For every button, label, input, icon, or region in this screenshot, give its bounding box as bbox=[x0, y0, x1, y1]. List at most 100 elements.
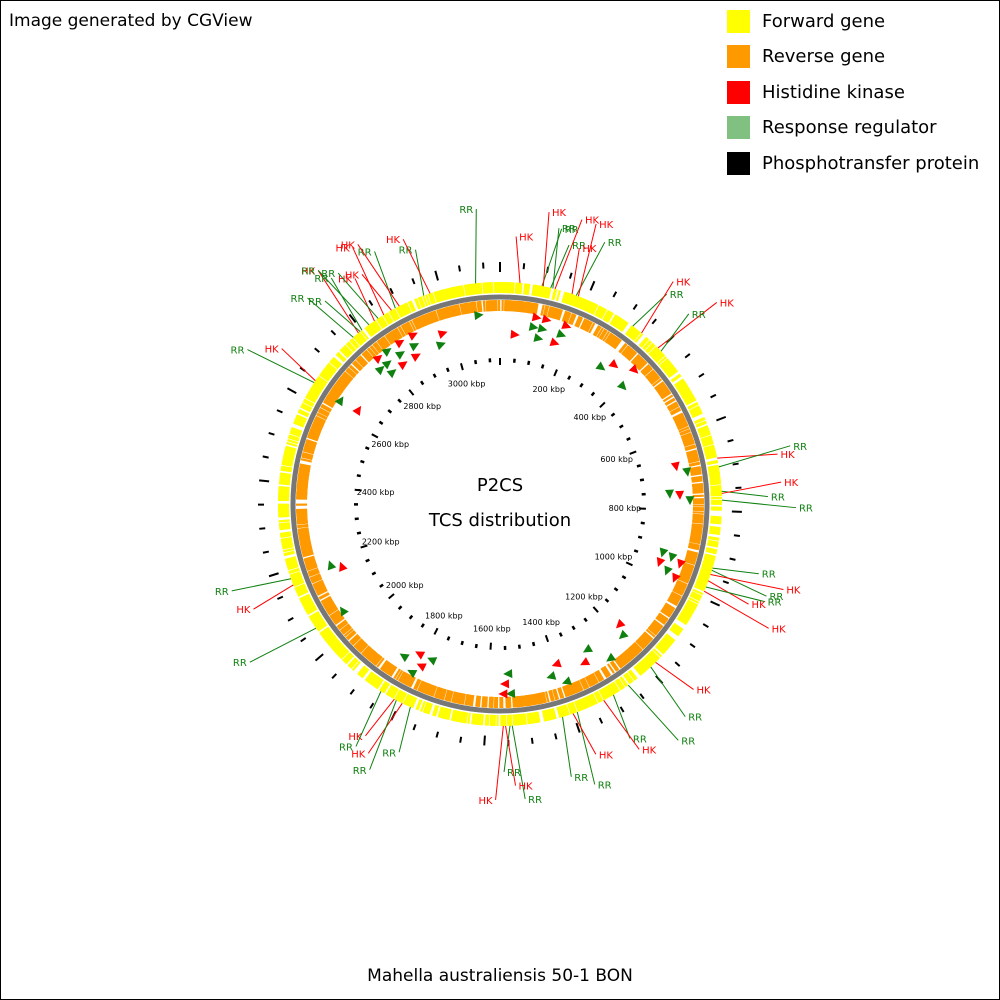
forward-gene bbox=[291, 426, 303, 433]
reverse-gene bbox=[576, 316, 584, 328]
reverse-gene bbox=[314, 585, 326, 592]
reverse-gene bbox=[388, 665, 397, 677]
reverse-gene bbox=[660, 609, 671, 618]
reverse-gene bbox=[304, 560, 317, 566]
leader-line bbox=[660, 313, 690, 352]
reverse-gene bbox=[669, 406, 681, 415]
reverse-gene bbox=[611, 660, 620, 671]
forward-gene bbox=[364, 671, 374, 682]
forward-gene bbox=[278, 512, 290, 516]
forward-gene bbox=[469, 283, 474, 295]
reverse-gene bbox=[692, 517, 704, 522]
reverse-gene bbox=[628, 351, 638, 362]
axis-tick bbox=[378, 420, 384, 425]
leader-line bbox=[369, 700, 397, 770]
reverse-gene bbox=[296, 517, 308, 521]
leader-line bbox=[541, 228, 563, 287]
tcs-marker bbox=[556, 329, 567, 338]
forward-gene bbox=[436, 290, 442, 302]
reverse-gene bbox=[652, 378, 663, 387]
reverse-gene bbox=[321, 403, 332, 412]
reverse-gene bbox=[686, 451, 698, 457]
forward-gene bbox=[591, 304, 599, 315]
forward-gene bbox=[292, 578, 304, 585]
rr-label: RR bbox=[301, 266, 315, 277]
forward-gene bbox=[323, 367, 334, 376]
forward-gene bbox=[556, 706, 562, 718]
outer-tick bbox=[483, 735, 486, 746]
reverse-gene bbox=[484, 696, 488, 708]
axis-tick bbox=[397, 398, 402, 404]
forward-gene bbox=[633, 666, 643, 676]
reverse-gene bbox=[596, 327, 604, 338]
reverse-gene bbox=[356, 640, 366, 651]
forward-gene bbox=[644, 342, 655, 353]
forward-gene bbox=[368, 324, 377, 335]
reverse-gene bbox=[548, 690, 554, 702]
reverse-gene bbox=[610, 337, 619, 348]
outer-tick bbox=[575, 722, 581, 733]
forward-gene bbox=[288, 567, 300, 574]
forward-gene bbox=[301, 597, 313, 605]
forward-gene bbox=[655, 353, 666, 363]
outer-tick bbox=[619, 706, 625, 713]
forward-gene bbox=[471, 713, 475, 725]
reverse-gene bbox=[555, 308, 562, 320]
legend-item-response-regulator: Response regulator bbox=[727, 116, 979, 140]
reverse-gene bbox=[415, 317, 422, 329]
reverse-gene bbox=[688, 458, 700, 464]
forward-gene bbox=[314, 380, 325, 388]
rr-label: RR bbox=[608, 238, 622, 249]
reverse-gene bbox=[678, 426, 690, 433]
kbp-label: 1200 kbp bbox=[565, 593, 603, 602]
forward-gene bbox=[349, 339, 359, 350]
forward-gene bbox=[659, 359, 670, 368]
forward-gene bbox=[484, 714, 488, 726]
tcs-marker bbox=[372, 354, 383, 364]
forward-gene bbox=[474, 713, 479, 725]
forward-gene bbox=[450, 709, 456, 721]
forward-gene bbox=[602, 687, 611, 698]
rr-label: RR bbox=[358, 247, 372, 258]
axis-tick bbox=[639, 478, 645, 482]
forward-gene bbox=[677, 615, 689, 624]
reverse-gene bbox=[617, 655, 626, 666]
rr-label: RR bbox=[459, 205, 473, 216]
reverse-gene bbox=[557, 309, 564, 321]
hk-label: HK bbox=[519, 232, 534, 243]
forward-gene bbox=[705, 455, 718, 460]
forward-gene bbox=[382, 682, 391, 694]
tcs-marker bbox=[498, 689, 508, 699]
tcs-marker bbox=[334, 396, 344, 407]
reverse-gene bbox=[321, 597, 333, 605]
reverse-gene bbox=[635, 640, 645, 650]
reverse-gene bbox=[590, 673, 598, 685]
reverse-gene bbox=[338, 621, 349, 630]
reverse-gene bbox=[553, 688, 560, 700]
forward-gene bbox=[451, 286, 456, 299]
reverse-gene bbox=[618, 654, 628, 665]
reverse-gene bbox=[479, 300, 483, 313]
reverse-gene bbox=[684, 559, 696, 566]
reverse-gene bbox=[624, 649, 634, 660]
outer-tick bbox=[530, 737, 534, 744]
reverse-gene bbox=[323, 400, 334, 409]
reverse-gene bbox=[414, 679, 422, 691]
forward-gene bbox=[328, 637, 339, 647]
rr-label: RR bbox=[670, 290, 684, 301]
axis-tick bbox=[599, 401, 606, 409]
forward-gene bbox=[394, 689, 402, 701]
reverse-gene bbox=[642, 632, 653, 642]
axis-tick bbox=[517, 644, 521, 649]
reverse-gene bbox=[310, 426, 322, 433]
reverse-gene bbox=[297, 476, 309, 481]
reverse-gene bbox=[318, 592, 330, 600]
leader-line bbox=[711, 569, 767, 597]
reverse-gene bbox=[298, 471, 310, 476]
reverse-gene bbox=[600, 329, 608, 341]
tcs-marker bbox=[503, 669, 513, 679]
reverse-gene bbox=[311, 424, 323, 432]
hk-label: HK bbox=[786, 586, 801, 597]
leader-line bbox=[576, 711, 596, 785]
forward-gene bbox=[552, 288, 558, 301]
